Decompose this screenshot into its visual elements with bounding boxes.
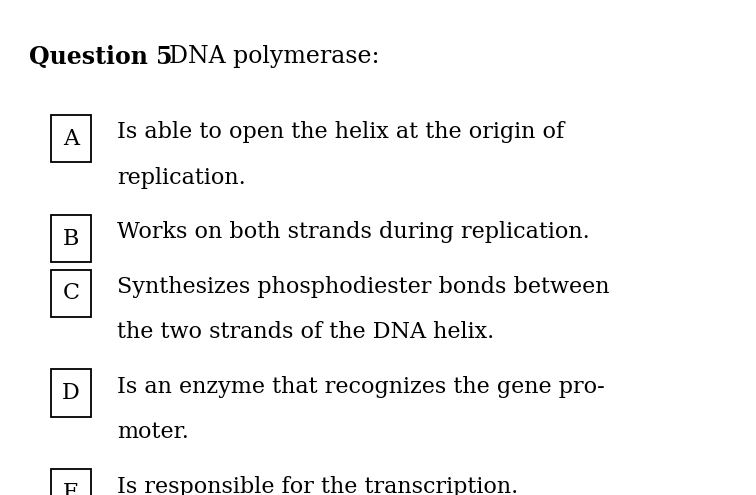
Text: the two strands of the DNA helix.: the two strands of the DNA helix. [117,321,494,343]
Text: Question 5: Question 5 [29,45,172,68]
Text: DNA polymerase:: DNA polymerase: [169,45,379,67]
Text: Is responsible for the transcription.: Is responsible for the transcription. [117,476,519,495]
Text: A: A [63,128,79,149]
Text: moter.: moter. [117,421,189,443]
Text: Is an enzyme that recognizes the gene pro-: Is an enzyme that recognizes the gene pr… [117,376,605,397]
Text: B: B [63,228,79,249]
Text: C: C [63,282,79,304]
Text: Works on both strands during replication.: Works on both strands during replication… [117,221,590,243]
Bar [51,469,91,495]
Text: Is able to open the helix at the origin of: Is able to open the helix at the origin … [117,121,564,143]
Text: Synthesizes phosphodiester bonds between: Synthesizes phosphodiester bonds between [117,276,609,297]
Text: E: E [63,482,79,495]
Text: D: D [62,382,80,404]
Bar [51,215,91,262]
Bar [51,269,91,316]
Bar [51,115,91,162]
Text: replication.: replication. [117,167,246,189]
Bar [51,369,91,416]
